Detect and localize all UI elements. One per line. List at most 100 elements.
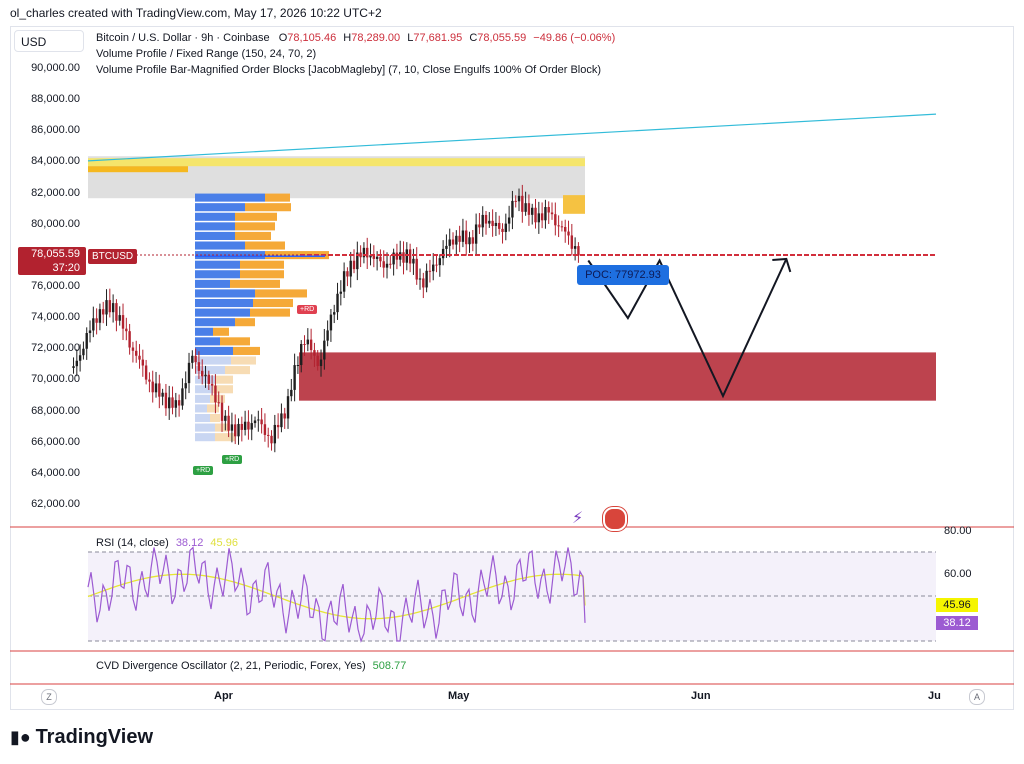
brand-name: TradingView	[35, 726, 154, 748]
candle-body	[214, 385, 217, 403]
x-label-may: May	[448, 690, 470, 702]
candle-body	[85, 333, 88, 349]
legend-c-label: C	[469, 32, 478, 44]
candle-body	[488, 220, 491, 224]
candle-body	[303, 343, 306, 345]
candle-body	[138, 355, 141, 360]
candle-body	[194, 355, 197, 363]
candle-body	[82, 348, 85, 356]
candle-body	[135, 350, 138, 356]
candle-body	[144, 365, 148, 380]
candle-body	[148, 379, 151, 382]
candle-body	[524, 203, 527, 212]
volume-profile-up-bar	[195, 375, 215, 384]
volume-profile-up-bar	[195, 289, 255, 298]
candle-body	[573, 246, 577, 249]
volume-profile-down-bar	[207, 404, 219, 413]
bar-countdown: 37:20	[52, 262, 80, 274]
legend-symbol-line: Bitcoin / U.S. Dollar · 9h · Coinbase O7…	[96, 32, 615, 44]
y-tick-label: 80,000.00	[31, 217, 80, 230]
candle-body	[240, 423, 244, 430]
y-tick-label: 90,000.00	[31, 62, 80, 74]
candle-body	[115, 303, 118, 321]
volume-profile-down-bar	[220, 337, 250, 346]
candle-body	[253, 420, 257, 424]
cvd-legend: CVD Divergence Oscillator (2, 21, Period…	[96, 660, 406, 672]
y-tick-label: 62,000.00	[31, 498, 80, 510]
volume-profile-down-bar	[230, 279, 280, 288]
candle-body	[108, 300, 112, 313]
volume-profile-up-bar	[195, 298, 253, 308]
candle-body	[564, 226, 567, 232]
candle-body	[243, 421, 247, 430]
volume-profile-up-bar	[195, 356, 231, 365]
candle-body	[372, 255, 376, 259]
rsi-ma-value: 45.96	[210, 537, 238, 549]
candle-body	[395, 252, 399, 260]
projection-path	[587, 258, 788, 399]
candle-body	[567, 231, 570, 236]
cvd-title: CVD Divergence Oscillator (2, 21, Period…	[96, 660, 366, 672]
volume-profile-down-bar	[215, 433, 235, 442]
candle-body	[319, 359, 323, 367]
candle-body	[501, 228, 504, 232]
candle-body	[415, 258, 418, 280]
legend-o-label: O	[278, 32, 288, 44]
zoom-button[interactable]: Z	[41, 689, 57, 705]
candle-body	[527, 203, 531, 215]
volume-profile-up-bar	[195, 308, 250, 317]
legend-order-blocks[interactable]: Volume Profile Bar-Magnified Order Block…	[96, 64, 602, 76]
candle-body	[128, 331, 131, 348]
candle-body	[204, 374, 207, 377]
candle-body	[181, 388, 184, 406]
candle-body	[484, 214, 488, 224]
volume-profile-down-bar	[235, 318, 255, 327]
volume-profile-down-bar	[245, 241, 285, 250]
volume-profile-up-bar	[195, 231, 235, 240]
candle-body	[273, 424, 277, 444]
volume-profile-down-bar	[225, 366, 250, 375]
currency-selector[interactable]: USD	[14, 30, 84, 52]
candle-body	[494, 222, 498, 227]
candle-body	[544, 207, 547, 221]
candle-body	[389, 263, 392, 265]
credit-line: ol_charles created with TradingView.com,…	[10, 6, 382, 20]
candle-body	[471, 237, 475, 244]
candle-body	[465, 230, 468, 245]
tradingview-logo[interactable]: ▮● TradingView	[10, 726, 153, 749]
candle-body	[438, 258, 442, 266]
last-price-value: 78,055.59	[31, 248, 80, 260]
candle-body	[458, 235, 461, 242]
volume-profile-down-bar	[240, 260, 284, 269]
y-tick-label: 76,000.00	[31, 280, 80, 292]
legend-volume-profile[interactable]: Volume Profile / Fixed Range (150, 24, 7…	[96, 48, 317, 60]
candle-body	[461, 230, 465, 242]
candle-body	[342, 271, 346, 292]
poc-label: POC: 77972.93	[577, 265, 669, 285]
candle-body	[72, 366, 75, 368]
candle-body	[326, 330, 329, 341]
volume-profile-up-bar	[195, 413, 210, 423]
volume-profile-up-bar	[195, 404, 207, 413]
lightning-icon[interactable]: ⚡	[572, 510, 584, 527]
candle-body	[491, 220, 494, 227]
candle-body	[366, 247, 369, 258]
candle-body	[521, 195, 524, 212]
candle-body	[270, 435, 273, 444]
legend-l-label: L	[407, 32, 414, 44]
candle-body	[455, 235, 458, 245]
candle-body	[276, 424, 280, 428]
candle-body	[339, 291, 343, 294]
candle-body	[290, 389, 293, 397]
volume-profile-down-bar	[231, 356, 256, 365]
volume-profile-up-bar	[195, 346, 233, 355]
candle-body	[95, 318, 98, 323]
candle-body	[323, 340, 326, 360]
candle-body	[432, 264, 435, 272]
legend-h-label: H	[343, 32, 352, 44]
auto-scale-button[interactable]: A	[969, 689, 985, 705]
us-flag-icon[interactable]	[603, 507, 627, 531]
candle-body	[171, 397, 174, 408]
candle-body	[336, 293, 339, 313]
